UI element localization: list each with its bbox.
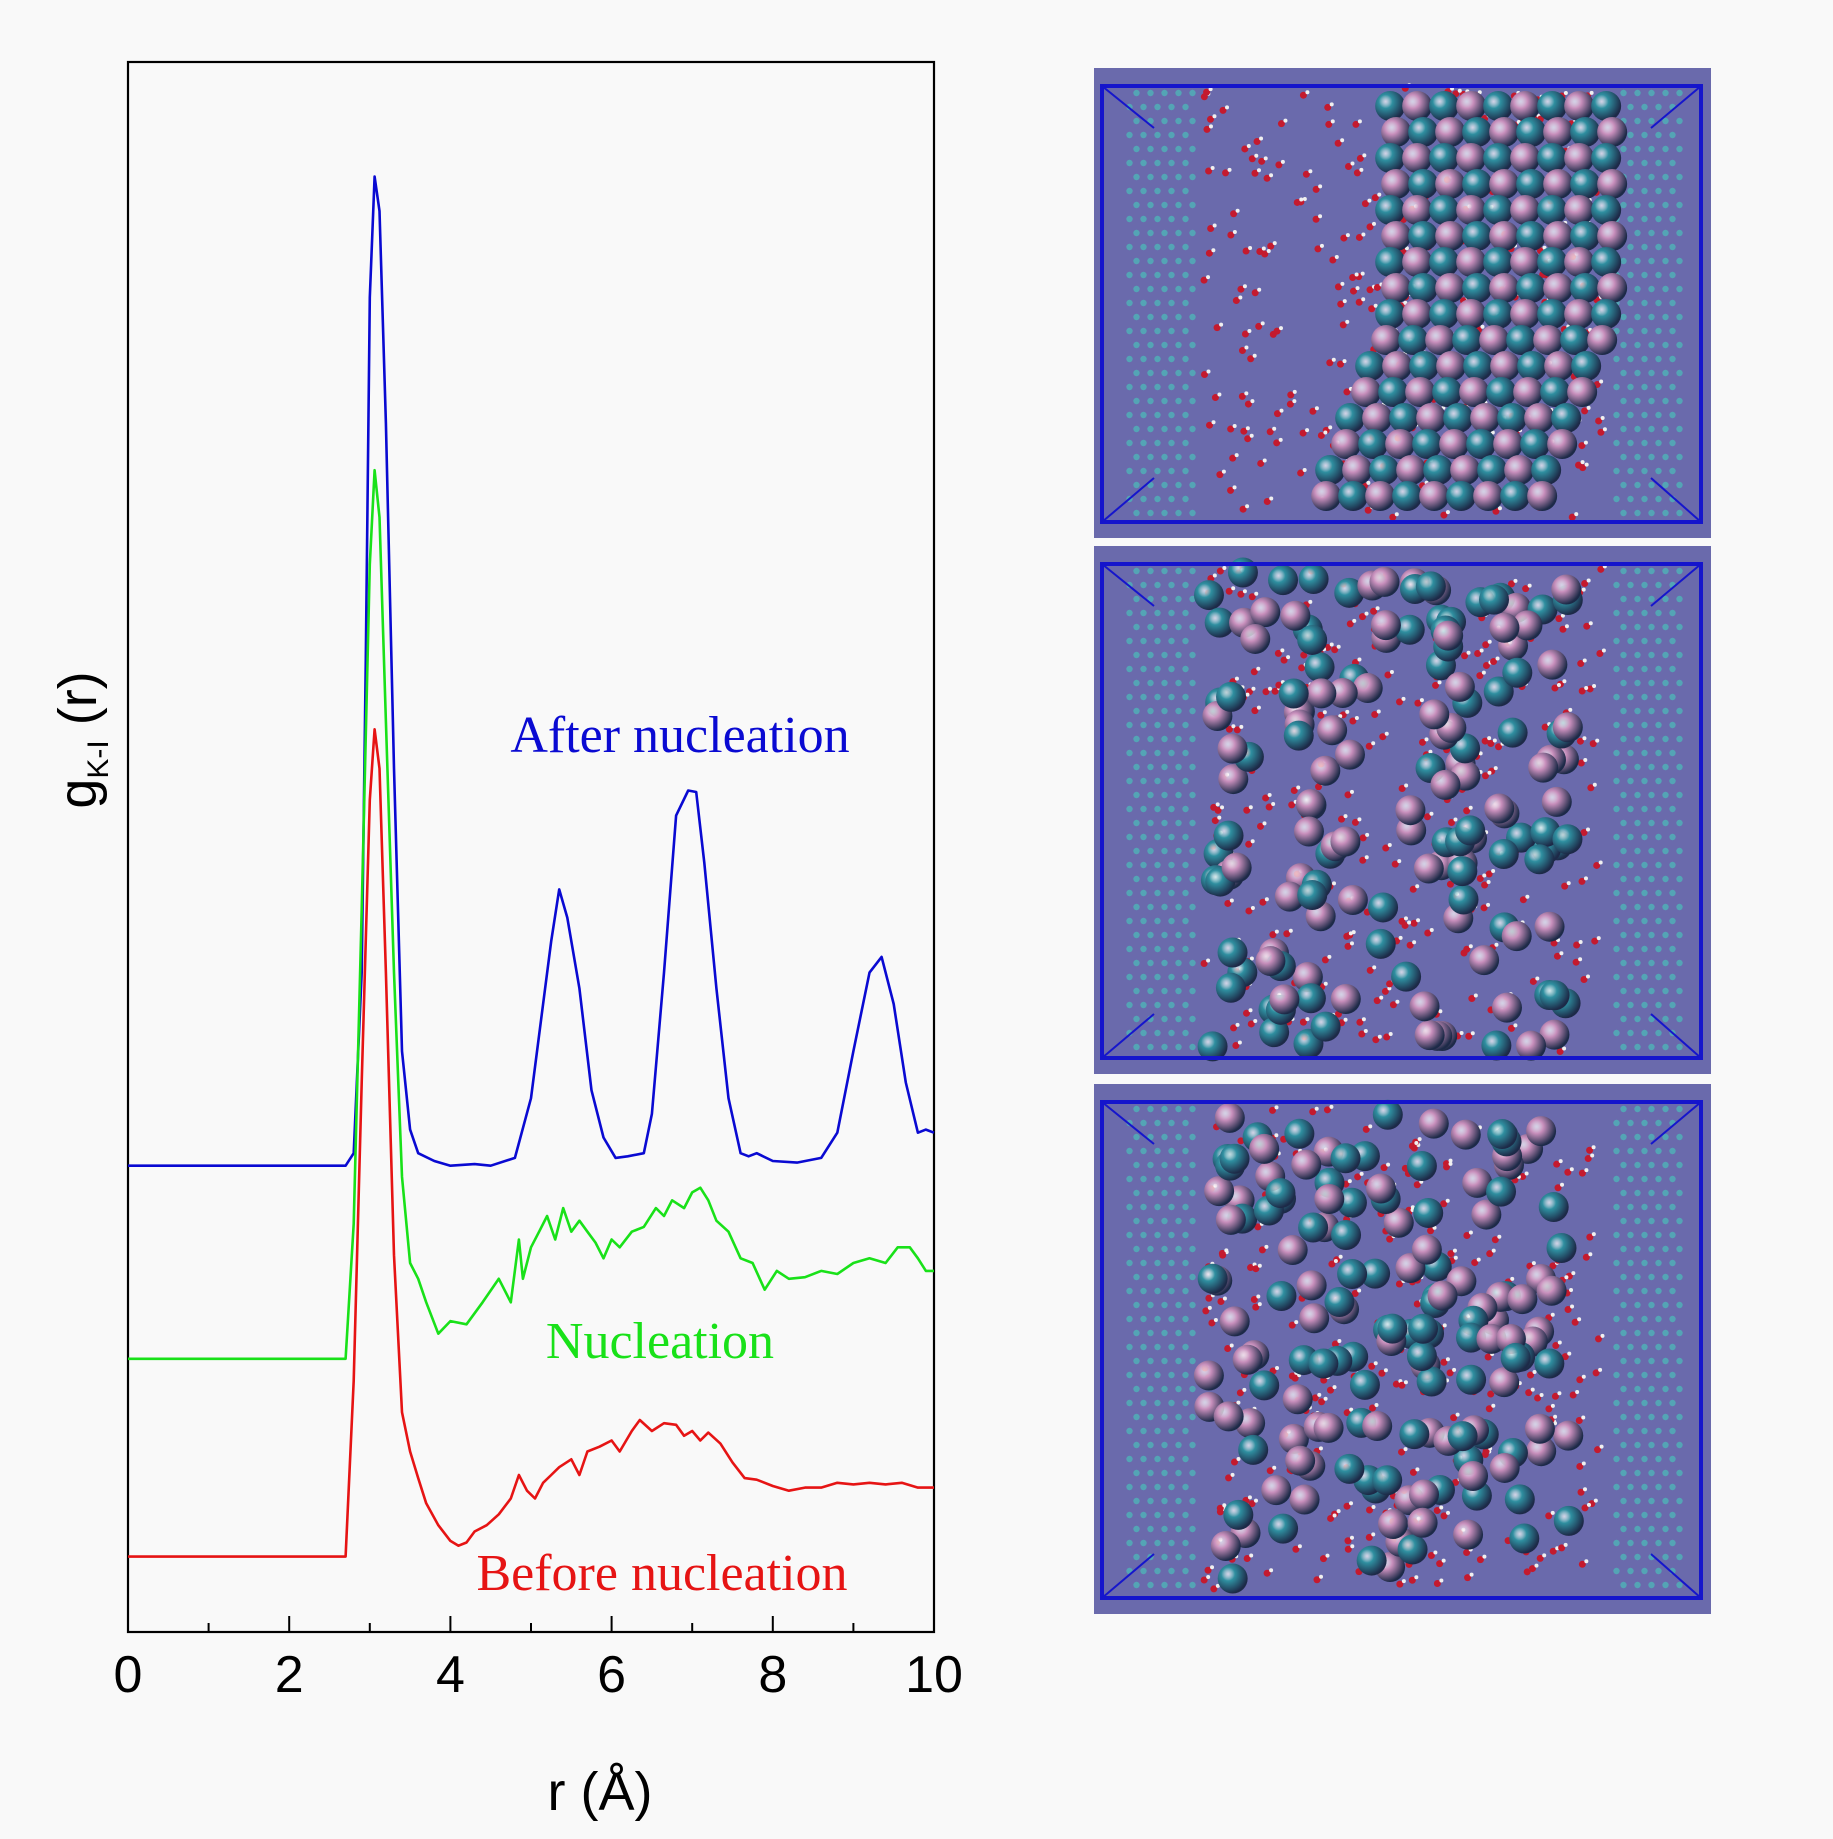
y-label-suffix: (r) — [48, 671, 108, 740]
curve-annotation: After nucleation — [510, 707, 849, 764]
snapshot-nucleation — [1094, 546, 1711, 1074]
x-tick-label: 4 — [436, 1646, 465, 1704]
x-tick-label: 0 — [114, 1646, 143, 1704]
x-tick-label: 2 — [275, 1646, 304, 1704]
snapshot-before-nucleation — [1094, 1084, 1711, 1614]
series-line — [128, 728, 934, 1558]
x-tick-label: 10 — [905, 1646, 963, 1704]
x-axis-label: r (Å) — [548, 1762, 653, 1822]
y-axis-label: gK-I (r) — [48, 671, 115, 808]
curve-annotation: Nucleation — [546, 1313, 774, 1370]
plot-frame — [126, 60, 936, 1634]
annotations: After nucleation Nucleation Before nucleat… — [476, 707, 849, 1602]
series-line — [128, 175, 935, 1167]
snapshot-after-nucleation — [1094, 68, 1711, 538]
svg-text:gK-I (r): gK-I (r) — [48, 671, 115, 808]
curve-annotation: Before nucleation — [476, 1545, 847, 1602]
y-label-main: g — [48, 779, 108, 809]
x-tick-label: 6 — [597, 1646, 626, 1704]
y-label-subscript: K-I — [82, 740, 115, 778]
x-ticks — [127, 1616, 935, 1632]
series-layer — [128, 175, 935, 1558]
series-line — [128, 468, 934, 1361]
x-tick-label: 8 — [758, 1646, 787, 1704]
x-tick-labels: 0 2 4 6 8 10 — [114, 1646, 963, 1704]
